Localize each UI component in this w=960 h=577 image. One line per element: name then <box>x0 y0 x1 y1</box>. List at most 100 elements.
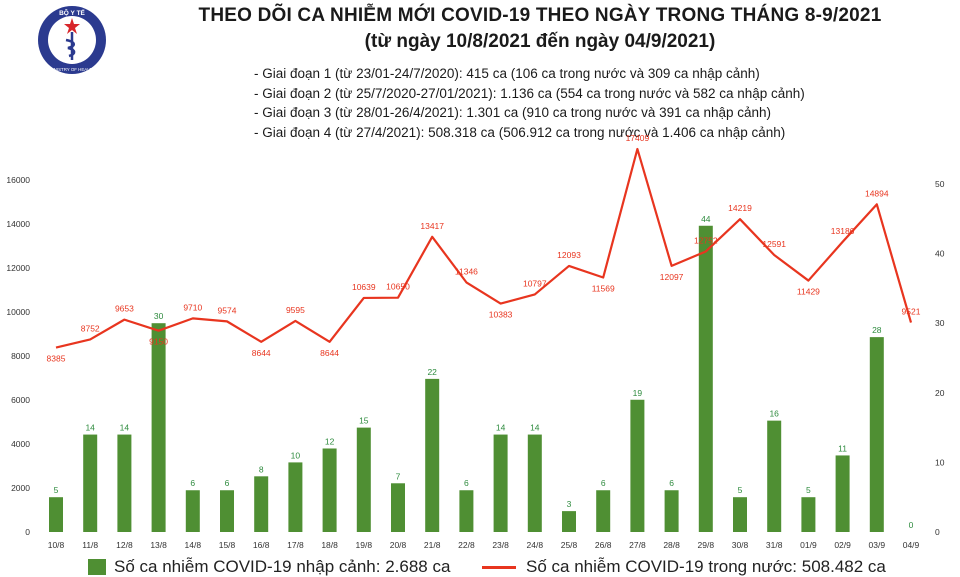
x-tick-label: 29/8 <box>698 540 715 550</box>
bar <box>664 490 679 532</box>
bar <box>493 434 508 532</box>
bar-value-label: 0 <box>909 520 914 530</box>
bar-value-label: 14 <box>530 423 540 433</box>
bar <box>835 455 850 532</box>
bar <box>322 448 337 532</box>
x-tick-label: 01/9 <box>800 540 817 550</box>
x-tick-label: 30/8 <box>732 540 749 550</box>
line-value-label: 9150 <box>149 337 168 347</box>
line-value-label: 12752 <box>694 235 718 245</box>
x-tick-label: 17/8 <box>287 540 304 550</box>
logo-star-icon <box>64 18 80 34</box>
right-tick-label: 0 <box>935 527 940 537</box>
x-tick-label: 25/8 <box>561 540 578 550</box>
stage-3-text: - Giai đoạn 3 (từ 28/01-26/4/2021): 1.30… <box>254 105 772 120</box>
right-tick-label: 50 <box>935 179 945 189</box>
bar <box>83 434 98 532</box>
line-value-label: 11569 <box>592 283 615 293</box>
right-tick-label: 10 <box>935 457 945 467</box>
bar <box>117 434 132 532</box>
line-value-label: 8385 <box>47 354 66 364</box>
x-tick-label: 12/8 <box>116 540 133 550</box>
legend-line-item: Số ca nhiễm COVID-19 trong nước: 508.482… <box>482 557 886 577</box>
bar <box>254 476 269 532</box>
bar-value-label: 14 <box>120 423 130 433</box>
x-tick-label: 04/9 <box>903 540 920 550</box>
bar-value-label: 6 <box>464 478 469 488</box>
stage-2-text: - Giai đoạn 2 (từ 25/7/2020-27/01/2021):… <box>254 85 805 101</box>
left-tick-label: 4000 <box>11 439 30 449</box>
left-tick-label: 12000 <box>6 263 30 273</box>
x-tick-label: 02/9 <box>834 540 851 550</box>
x-tick-label: 10/8 <box>48 540 65 550</box>
bar-value-label: 16 <box>769 409 779 419</box>
logo-top-text: BỘ Y TẾ <box>59 7 85 17</box>
bar-value-label: 30 <box>154 311 164 321</box>
left-tick-label: 6000 <box>11 395 30 405</box>
x-tick-label: 21/8 <box>424 540 441 550</box>
line-value-label: 9595 <box>286 305 305 315</box>
bar <box>596 490 611 532</box>
line-path <box>55 147 913 349</box>
bar-value-label: 22 <box>427 367 437 377</box>
left-tick-label: 14000 <box>6 219 30 229</box>
x-tick-label: 23/8 <box>492 540 509 550</box>
right-tick-label: 40 <box>935 249 945 259</box>
bar <box>49 497 63 532</box>
x-tick-label: 03/9 <box>869 540 886 550</box>
x-tick-label: 15/8 <box>219 540 236 550</box>
x-tick-label: 16/8 <box>253 540 270 550</box>
chart-subtitle: (từ ngày 10/8/2021 đến ngày 04/9/2021) <box>364 31 716 52</box>
x-tick-label: 26/8 <box>595 540 612 550</box>
x-tick-label: 28/8 <box>663 540 680 550</box>
bar-series: 5 14 14 30 6 6 8 10 12 15 7 22 6 14 14 3 6 19 6 44 5 16 5 11 28 0 <box>49 214 914 532</box>
bar-value-label: 6 <box>601 478 606 488</box>
legend-bar-item: Số ca nhiễm COVID-19 nhập cảnh: 2.688 ca <box>88 557 450 577</box>
left-tick-label: 16000 <box>6 175 30 185</box>
bar-value-label: 14 <box>85 423 95 433</box>
right-axis: 0 10 20 30 40 50 <box>935 179 945 537</box>
left-tick-label: 0 <box>25 527 30 537</box>
x-tick-label: 27/8 <box>629 540 646 550</box>
line-value-label: 8752 <box>81 323 100 333</box>
legend-line-label: Số ca nhiễm COVID-19 trong nước: 508.482… <box>526 557 886 576</box>
bar <box>869 337 884 532</box>
bar-value-label: 5 <box>738 485 743 495</box>
bar-value-label: 14 <box>496 423 506 433</box>
line-value-label: 17409 <box>626 133 650 143</box>
line-value-label: 12591 <box>762 239 786 249</box>
bar <box>527 434 542 532</box>
line-value-label: 14219 <box>728 203 752 213</box>
stage-1-text: - Giai đoạn 1 (từ 23/01-24/7/2020): 415 … <box>254 66 760 81</box>
logo-bottom-text: MINISTRY OF HEALTH <box>49 67 95 72</box>
left-tick-label: 2000 <box>11 483 30 493</box>
left-tick-label: 10000 <box>6 307 30 317</box>
bar <box>630 399 645 532</box>
x-tick-label: 13/8 <box>150 540 167 550</box>
x-axis: 10/8 11/8 12/8 13/8 14/8 15/8 16/8 17/8 18/8 19/8… <box>48 540 920 550</box>
bar <box>356 427 371 532</box>
line-value-label: 10639 <box>352 282 376 292</box>
line-value-label: 13417 <box>420 221 444 231</box>
bar <box>185 490 200 532</box>
line-value-label: 9653 <box>115 304 134 314</box>
line-value-label: 9710 <box>183 302 202 312</box>
x-tick-label: 24/8 <box>527 540 544 550</box>
line-value-label: 8644 <box>252 348 271 358</box>
bar <box>391 483 405 532</box>
bar-value-label: 15 <box>359 416 369 426</box>
bar-value-label: 6 <box>669 478 674 488</box>
legend-bar-label: Số ca nhiễm COVID-19 nhập cảnh: 2.688 ca <box>114 557 451 576</box>
line-series: 8385 8752 9653 9150 9710 9574 8644 9595 8644 1063… <box>47 133 921 364</box>
line-value-label: 13186 <box>831 226 855 236</box>
line-value-label: 9574 <box>218 305 237 315</box>
bar <box>459 490 474 532</box>
legend-line-swatch <box>482 565 516 569</box>
line-value-label: 11429 <box>797 287 820 297</box>
bar <box>698 225 713 532</box>
x-tick-label: 14/8 <box>185 540 202 550</box>
bar-value-label: 5 <box>54 485 59 495</box>
bar <box>767 420 782 532</box>
line-value-label: 10383 <box>489 310 513 320</box>
